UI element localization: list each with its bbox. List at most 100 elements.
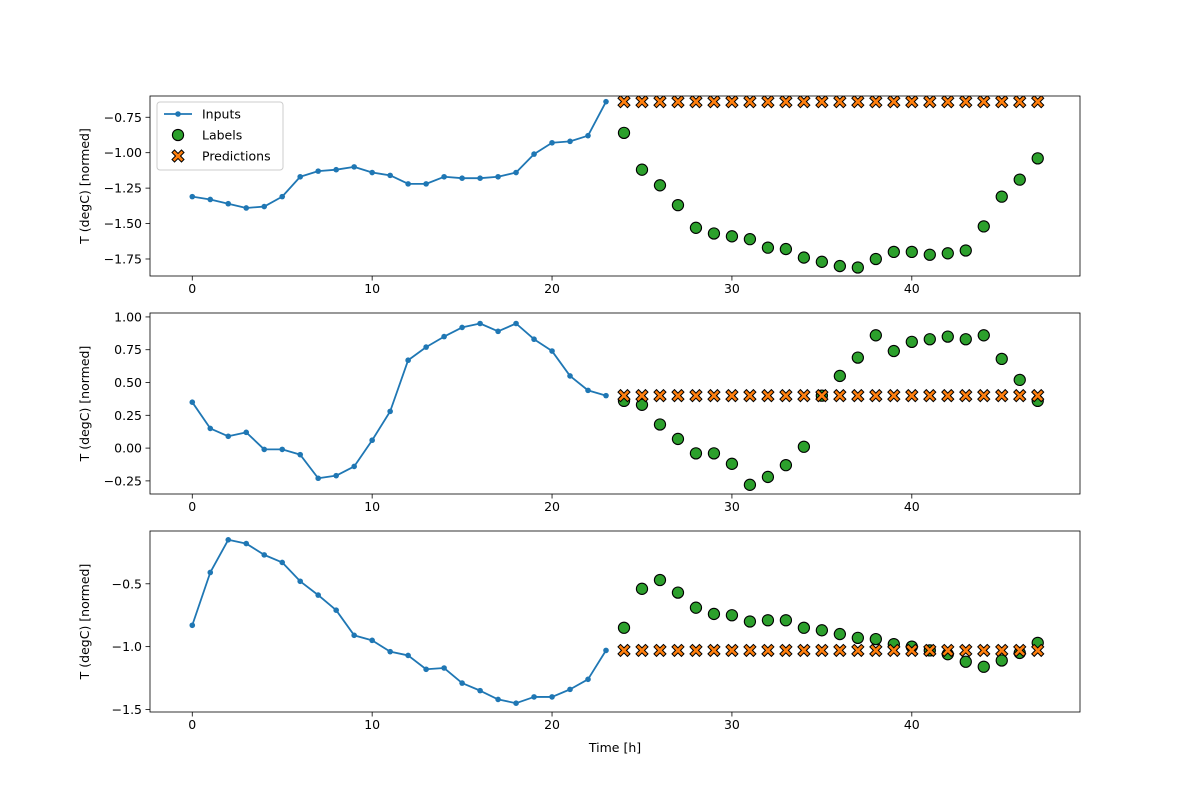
inputs-point: [459, 680, 465, 686]
inputs-point: [423, 666, 429, 673]
predictions-point: [671, 643, 685, 658]
subplot-3: 0 10 20 30 40 −0.5 −1.0 −1.5 T (degC) [normed] Ti…: [77, 530, 1081, 755]
y-tick-label: −1.75: [104, 251, 142, 266]
predictions-point: [689, 643, 703, 658]
inputs-point: [405, 652, 411, 659]
inputs-point: [261, 203, 268, 210]
labels-point: [653, 179, 667, 192]
labels-point: [923, 248, 936, 261]
labels-point: [995, 190, 1008, 203]
inputs-point: [603, 98, 609, 105]
predictions-point: [923, 643, 937, 658]
labels-point: [977, 329, 990, 342]
x-tick-label: 10: [364, 281, 380, 296]
inputs-point: [567, 686, 573, 693]
legend-labels-marker: [171, 128, 185, 142]
x-tick-label: 10: [364, 717, 380, 732]
legend: Inputs Labels Predictions: [156, 101, 284, 171]
labels-point: [653, 573, 667, 587]
predictions-point: [815, 388, 829, 403]
labels-point: [653, 418, 667, 431]
inputs-point: [441, 173, 447, 180]
labels-point: [671, 586, 685, 599]
y-tick-label: −1.50: [104, 216, 142, 231]
labels-point: [941, 247, 954, 260]
x-tick-label: 40: [904, 717, 920, 732]
predictions-point: [959, 388, 973, 403]
labels-point: [977, 220, 990, 233]
predictions-point: [941, 96, 955, 109]
labels-point: [761, 241, 775, 254]
inputs-point: [333, 607, 339, 613]
predictions-point: [887, 643, 901, 658]
predictions-point: [833, 643, 847, 658]
inputs-point: [225, 433, 232, 440]
predictions-point: [689, 388, 703, 403]
labels-point: [635, 163, 649, 176]
inputs-point: [369, 169, 375, 176]
labels-point: [959, 244, 972, 257]
x-tick-label: 20: [544, 717, 560, 732]
inputs-point: [225, 536, 232, 543]
subplot-1: 0 10 20 30 40 −0.75 −1.00 −1.25 −1.50 −1.75 T (deg…: [77, 95, 1081, 296]
y-tick-label: −0.75: [104, 110, 142, 125]
legend-inputs-marker: [175, 111, 181, 117]
inputs-point: [603, 392, 609, 399]
axes-frame: [149, 312, 1081, 495]
labels-point: [815, 624, 829, 637]
predictions-point: [779, 643, 793, 658]
predictions-point: [707, 643, 721, 658]
predictions-point: [959, 96, 973, 109]
inputs-point: [513, 320, 519, 327]
labels-point: [833, 369, 847, 383]
labels-point: [887, 245, 900, 259]
y-tick-label: 0.75: [114, 342, 142, 357]
predictions-point: [1013, 643, 1027, 658]
predictions-point: [815, 96, 829, 109]
predictions-point: [761, 388, 775, 403]
predictions-point: [869, 643, 883, 658]
labels-point: [779, 458, 793, 472]
predictions-point: [995, 388, 1009, 403]
inputs-point: [387, 408, 393, 415]
predictions-point: [851, 643, 865, 658]
labels-point: [1031, 152, 1044, 165]
predictions-point: [617, 388, 631, 403]
inputs-point: [279, 446, 286, 453]
predictions-point: [1031, 96, 1045, 109]
inputs-point: [243, 205, 250, 211]
labels-point: [707, 227, 721, 240]
labels-point: [671, 198, 685, 212]
inputs-point: [225, 200, 232, 207]
predictions-point: [815, 643, 829, 658]
inputs-point: [477, 320, 483, 327]
inputs-point: [549, 139, 555, 146]
labels-point: [941, 330, 954, 343]
inputs-point: [279, 559, 286, 566]
y-tick-label: 0.50: [114, 375, 142, 390]
inputs-point: [297, 451, 304, 458]
inputs-point: [351, 164, 357, 170]
labels-point: [869, 329, 882, 342]
labels-point: [851, 631, 864, 644]
y-tick-label: −1.00: [104, 145, 142, 160]
inputs-point: [477, 687, 483, 694]
labels-point: [707, 447, 721, 460]
predictions-point: [689, 96, 703, 109]
labels-point: [905, 245, 918, 259]
inputs-point: [423, 344, 429, 350]
inputs-line: [191, 538, 607, 705]
inputs-point: [189, 193, 196, 200]
legend-label-predictions: Predictions: [202, 149, 271, 164]
y-axis-label: T (degC) [normed]: [77, 346, 92, 463]
labels-point: [1013, 373, 1026, 387]
inputs-point: [315, 475, 321, 482]
x-tick-label: 20: [544, 499, 560, 514]
predictions-point: [797, 96, 811, 109]
predictions-point: [743, 388, 757, 403]
x-tick-label: 0: [188, 499, 196, 514]
inputs-point: [315, 592, 321, 598]
labels-point: [743, 478, 757, 491]
